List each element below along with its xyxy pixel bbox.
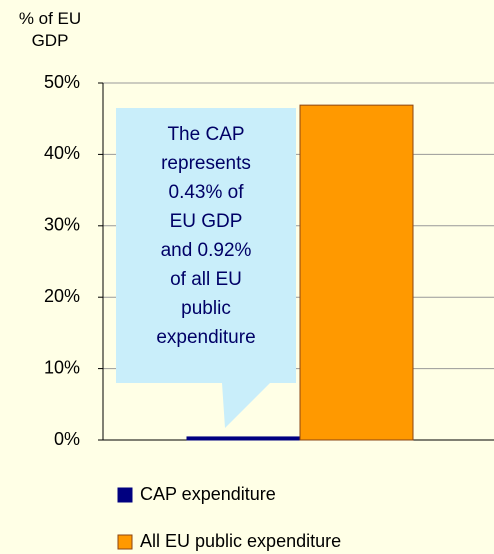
y-tick-label: 40% (44, 143, 80, 163)
legend-swatch (117, 534, 133, 550)
bar (186, 436, 301, 441)
y-tick-label: 50% (44, 72, 80, 92)
bar (299, 104, 414, 441)
y-axis-label: % of EU GDP (18, 9, 82, 50)
y-tick-label: 20% (44, 286, 80, 306)
y-tick-label: 0% (54, 429, 80, 449)
y-tick-label: 30% (44, 215, 80, 235)
callout (116, 108, 296, 428)
legend-label: CAP expenditure (140, 484, 276, 504)
legend-label: All EU public expenditure (140, 531, 341, 551)
y-tick-label: 10% (44, 357, 80, 377)
legend-swatch (117, 487, 133, 503)
annotation: The CAP represents 0.43% of EU GDP and 0… (156, 124, 256, 348)
